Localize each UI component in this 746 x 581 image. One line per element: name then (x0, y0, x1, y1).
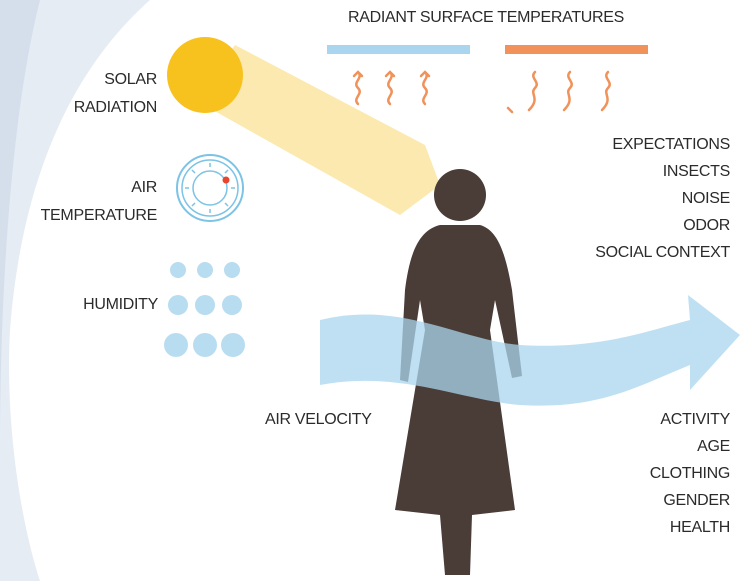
factor-label: RADIATION (74, 99, 157, 116)
factor-label: GENDER (663, 492, 730, 509)
cool-surface (327, 45, 470, 54)
factor-label: AIR (131, 179, 157, 196)
sun (167, 37, 243, 113)
factor-label: INSECTS (663, 163, 730, 180)
factor-label: NOISE (682, 190, 730, 207)
diagram-title: RADIANT SURFACE TEMPERATURES (348, 9, 624, 26)
factor-label: HEALTH (670, 519, 730, 536)
factor-label: SOLAR (104, 71, 157, 88)
factor-label: HUMIDITY (83, 296, 159, 313)
factor-label: SOCIAL CONTEXT (595, 244, 730, 261)
factor-label: TEMPERATURE (41, 207, 157, 224)
factor-label: EXPECTATIONS (612, 136, 730, 153)
warm-surface (505, 45, 648, 54)
diagram: RADIANT SURFACE TEMPERATURES SOLAR RADIA… (0, 0, 746, 581)
factor-label: ODOR (683, 217, 730, 234)
factor-label: AIR VELOCITY (265, 411, 372, 428)
factor-label: CLOTHING (650, 465, 730, 482)
humidity-icon (164, 262, 245, 357)
factor-label: ACTIVITY (660, 411, 730, 428)
factor-label: AGE (697, 438, 730, 455)
